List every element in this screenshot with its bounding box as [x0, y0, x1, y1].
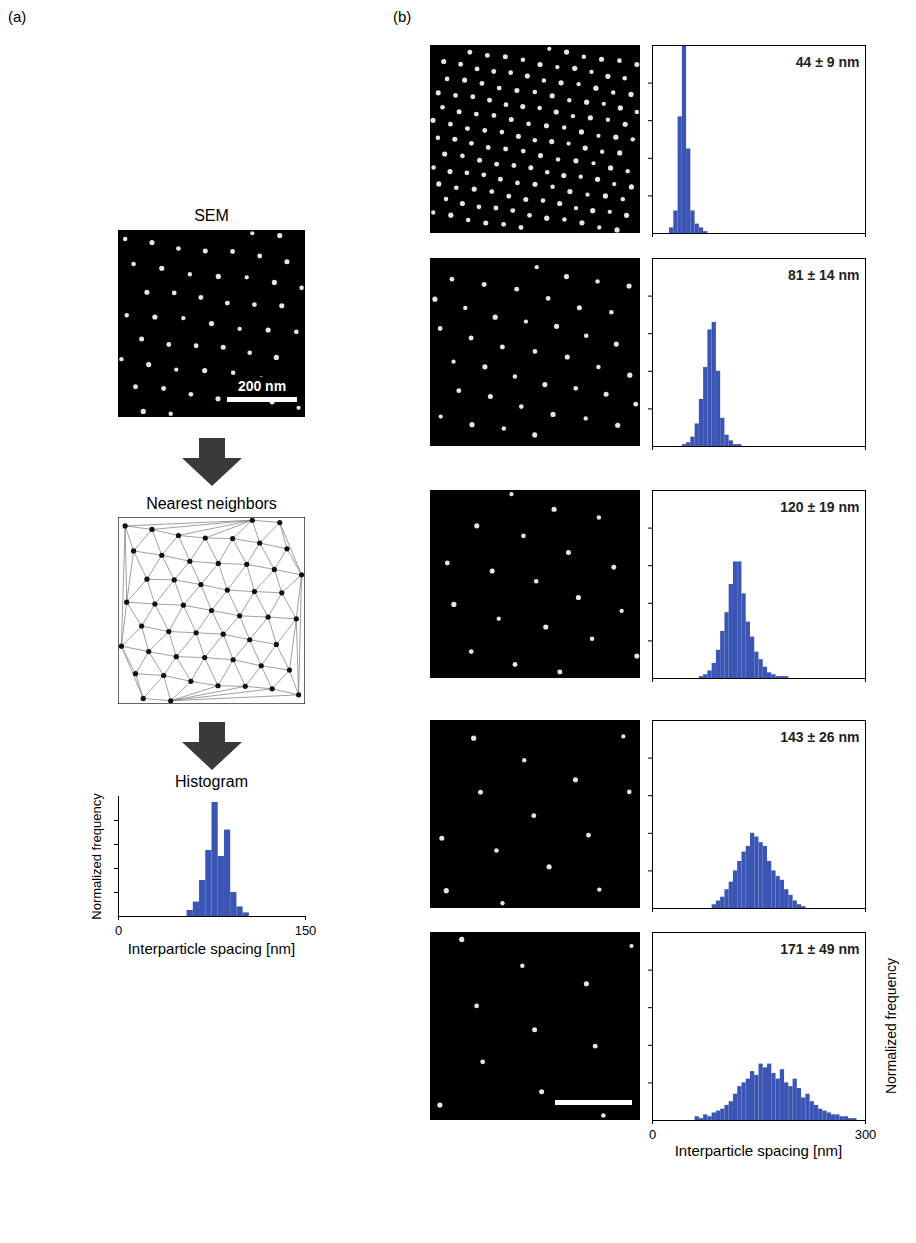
- html-text:Normalized frequency: Normalized frequency: [88, 792, 104, 920]
- html-text:SEM: SEM: [194, 207, 229, 224]
- svg-text:0: 0: [115, 923, 122, 938]
- svg-text:150: 150: [295, 923, 317, 938]
- html-text:Nearest neighbors: Nearest neighbors: [146, 495, 277, 512]
- html-text:Histogram: Histogram: [175, 773, 248, 790]
- svg-text:300: 300: [855, 1127, 877, 1142]
- html-text:(b): (b): [393, 8, 412, 25]
- svg-text:81 ± 14 nm: 81 ± 14 nm: [788, 267, 860, 283]
- html-text:Normalized frequency: Normalized frequency: [883, 957, 899, 1095]
- html-text:Interparticle spacing [nm]: Interparticle spacing [nm]: [674, 1142, 843, 1159]
- svg-text:120 ± 19 nm: 120 ± 19 nm: [780, 499, 859, 515]
- html-text:Interparticle spacing [nm]: Interparticle spacing [nm]: [127, 940, 296, 957]
- svg-text:200 nm: 200 nm: [238, 378, 286, 394]
- svg-text:171 ± 49 nm: 171 ± 49 nm: [780, 941, 859, 957]
- svg-text:0: 0: [649, 1127, 656, 1142]
- svg-text:143 ± 26 nm: 143 ± 26 nm: [780, 729, 859, 745]
- svg-text:44 ± 9 nm: 44 ± 9 nm: [796, 54, 860, 70]
- html-text:(a): (a): [8, 8, 27, 25]
